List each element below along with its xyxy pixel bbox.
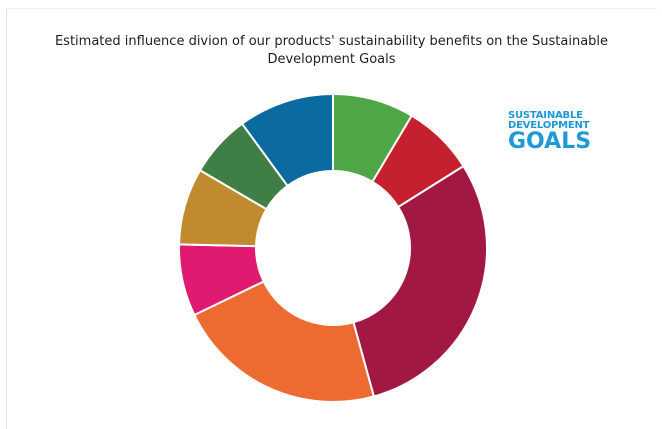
sdg-logo-line2: DEVELOPMENT [508, 120, 590, 131]
sdg-logo: SUSTAINABLE DEVELOPMENT GOALS [508, 111, 592, 153]
donut-slice-4 [192, 280, 376, 403]
donut-slice-3 [352, 164, 488, 398]
sdg-logo-goals: GOALS [508, 129, 592, 154]
sdg-logo-line1: SUSTAINABLE [508, 110, 583, 121]
donut-slice-8 [240, 92, 334, 188]
chart-title: Estimated influence divion of our produc… [54, 34, 609, 67]
donut-slices [178, 92, 488, 403]
